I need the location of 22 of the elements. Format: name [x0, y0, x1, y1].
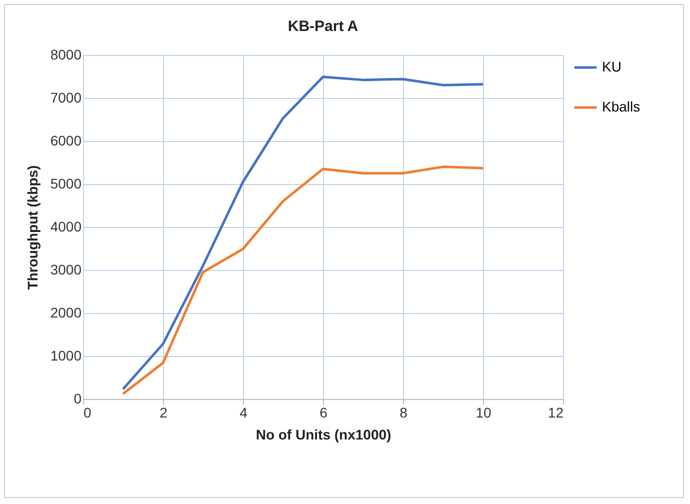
- y-tick-label: 3000: [50, 262, 82, 278]
- y-tick-label: 4000: [50, 218, 82, 234]
- chart-title: KB-Part A: [288, 18, 358, 35]
- legend-label: Kballs: [602, 98, 640, 114]
- x-tick-label: 2: [160, 404, 168, 420]
- x-tick-label: 6: [320, 404, 328, 420]
- y-tick-label: 2000: [50, 304, 82, 320]
- y-tick-label: 5000: [50, 176, 82, 192]
- legend-label: KU: [602, 58, 622, 74]
- x-tick-label: 12: [548, 404, 564, 420]
- y-tick-label: 0: [74, 390, 82, 406]
- x-tick-label: 4: [240, 404, 248, 420]
- x-tick-label: 10: [476, 404, 492, 420]
- x-axis-title: No of Units (nx1000): [256, 426, 392, 442]
- line-series: [122, 166, 484, 396]
- line-series: [122, 76, 484, 390]
- y-tick-label: 8000: [50, 46, 82, 62]
- y-tick-label: 6000: [50, 132, 82, 148]
- x-tick-label: 8: [400, 404, 408, 420]
- y-tick-label: 7000: [50, 90, 82, 106]
- y-axis-title: Throughput (kbps): [24, 165, 40, 290]
- y-tick-label: 1000: [50, 348, 82, 364]
